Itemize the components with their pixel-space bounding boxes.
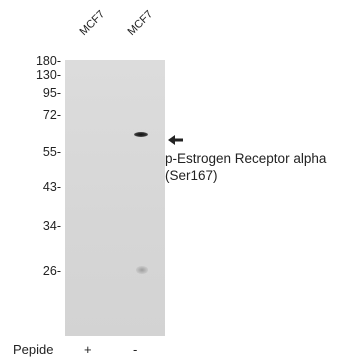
target-label-line1: p-Estrogen Receptor alpha: [165, 150, 326, 167]
mw-marker-55: 55-: [43, 145, 61, 159]
target-label: p-Estrogen Receptor alpha (Ser167): [165, 150, 326, 184]
band-main: [134, 132, 148, 137]
mw-marker-26: 26-: [43, 264, 61, 278]
mw-marker-34: 34-: [43, 219, 61, 233]
mw-marker-95: 95-: [43, 86, 61, 100]
lane-label-2: MCF7: [126, 8, 156, 38]
peptide-value-lane-2: -: [133, 342, 137, 357]
band-faint: [136, 266, 148, 274]
target-label-line2: (Ser167): [165, 167, 326, 184]
mw-marker-72: 72-: [43, 108, 61, 122]
lane-label-1: MCF7: [78, 8, 108, 38]
mw-marker-180: 180-: [36, 54, 61, 68]
mw-marker-43: 43-: [43, 180, 61, 194]
mw-marker-130: 130-: [36, 68, 61, 82]
peptide-value-lane-1: +: [84, 342, 92, 357]
peptide-label: Pepide: [13, 342, 53, 357]
left-arrow-icon: [168, 134, 184, 146]
blot-membrane: [65, 60, 165, 336]
